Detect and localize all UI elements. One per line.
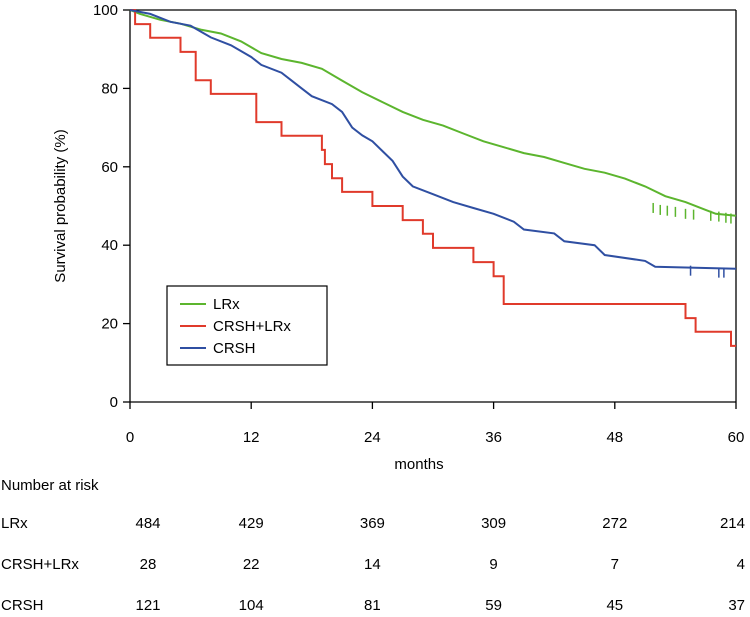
risk-cell: 4 (737, 556, 745, 573)
series-line-lrx (129, 9, 737, 217)
risk-cell: 104 (239, 597, 264, 614)
y-tick-label: 20 (101, 316, 118, 333)
risk-cell: 81 (364, 597, 381, 614)
x-tick-label: 48 (606, 429, 623, 446)
series-line-crsh-lrx (130, 9, 736, 347)
risk-cell: 45 (606, 597, 623, 614)
y-ticks: 0 20 40 60 80 100 (93, 2, 130, 411)
legend: LRx CRSH+LRx CRSH (166, 285, 328, 366)
y-tick-label: 0 (110, 394, 118, 411)
risk-cell: 59 (485, 597, 502, 614)
risk-cell: 14 (364, 556, 381, 573)
legend-label-crsh-lrx: CRSH+LRx (213, 318, 291, 335)
risk-cell: 309 (481, 515, 506, 532)
risk-cell: 9 (489, 556, 497, 573)
risk-cell: 121 (135, 597, 160, 614)
x-tick-label: 60 (728, 429, 745, 446)
y-tick-label: 100 (93, 2, 118, 19)
risk-cell: 37 (728, 597, 745, 614)
risk-cell: 429 (239, 515, 264, 532)
x-tick-label: 0 (126, 429, 134, 446)
risk-cell: 22 (243, 556, 260, 573)
legend-label-lrx: LRx (213, 296, 240, 313)
plot-frame (129, 9, 737, 403)
x-tick-label: 12 (243, 429, 260, 446)
y-tick-label: 80 (101, 80, 118, 97)
series-line-crsh (129, 9, 737, 270)
series-layer (129, 9, 737, 347)
risk-cell: 272 (602, 515, 627, 532)
risk-row-label-crsh: CRSH (1, 597, 44, 614)
risk-row-label-crsh-lrx: CRSH+LRx (1, 556, 79, 573)
risk-cell: 28 (140, 556, 157, 573)
risk-cells: 484 429 369 309 272 214 28 22 14 9 7 4 121 104 81 59 45 3… (135, 515, 745, 614)
y-tick-label: 40 (101, 237, 118, 254)
y-tick-label: 60 (101, 159, 118, 176)
risk-row-label-lrx: LRx (1, 515, 28, 532)
risk-cell: 7 (611, 556, 619, 573)
risk-table-header: Number at risk (1, 477, 99, 494)
y-axis-label: Survival probability (%) (52, 129, 69, 282)
risk-table: Number at risk LRx CRSH+LRx CRSH 484 429 3… (1, 477, 745, 614)
legend-label-crsh: CRSH (213, 340, 256, 357)
x-tick-label: 36 (485, 429, 502, 446)
x-ticks: 0 12 24 36 48 60 (126, 402, 745, 446)
x-axis-label: months (394, 456, 443, 473)
risk-cell: 214 (720, 515, 745, 532)
x-tick-label: 24 (364, 429, 381, 446)
risk-cell: 484 (135, 515, 160, 532)
risk-cell: 369 (360, 515, 385, 532)
